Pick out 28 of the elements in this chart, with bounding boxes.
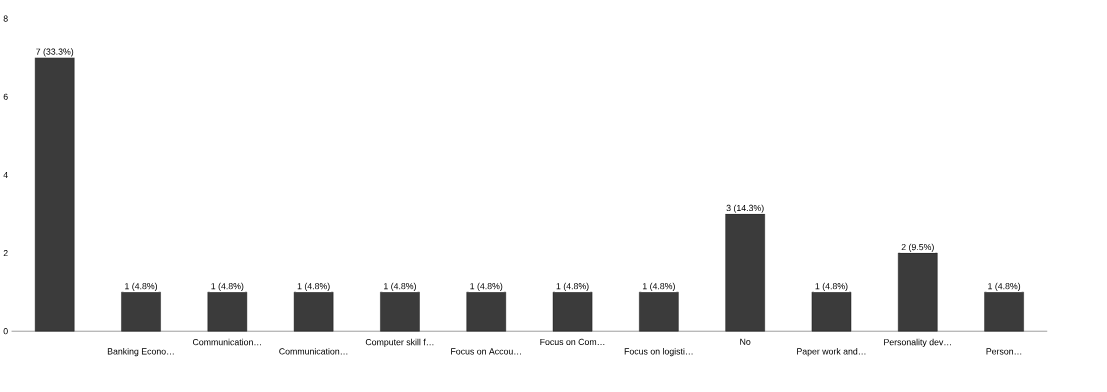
data-label: 1 (4.8%)	[988, 282, 1021, 292]
x-tick-label: Focus on logisti…	[624, 348, 693, 357]
y-tick-label: 6	[3, 93, 8, 100]
y-tick-label: 8	[3, 15, 8, 22]
data-label: 1 (4.8%)	[815, 282, 848, 292]
y-tick-label: 0	[3, 328, 8, 335]
data-label: 1 (4.8%)	[470, 282, 503, 292]
data-label: 3 (14.3%)	[726, 204, 764, 213]
x-tick-label: No	[740, 338, 751, 346]
x-tick-label: Communication…	[192, 338, 261, 346]
y-tick-label: 4	[3, 171, 8, 178]
data-label: 1 (4.8%)	[125, 282, 158, 292]
data-label: 1 (4.8%)	[297, 282, 330, 292]
data-label: 1 (4.8%)	[642, 282, 675, 292]
y-tick-label: 2	[3, 250, 8, 257]
x-tick-label: Focus on Accou…	[451, 348, 521, 355]
x-tick-label: Banking Econo…	[107, 348, 174, 357]
data-label: 1 (4.8%)	[556, 282, 589, 292]
data-label: 1 (4.8%)	[211, 282, 244, 292]
x-tick-label: Focus on Com…	[540, 338, 605, 346]
x-tick-label: Personality dev…	[884, 338, 951, 348]
data-label: 2 (9.5%)	[901, 243, 934, 252]
x-tick-label: Person…	[986, 348, 1022, 355]
x-tick-label: Computer skill f…	[365, 338, 434, 348]
data-label: 7 (33.3%)	[36, 48, 74, 57]
x-tick-label: Paper work and…	[797, 348, 866, 357]
data-label: 1 (4.8%)	[384, 282, 416, 292]
x-tick-label: Communication…	[279, 348, 348, 355]
